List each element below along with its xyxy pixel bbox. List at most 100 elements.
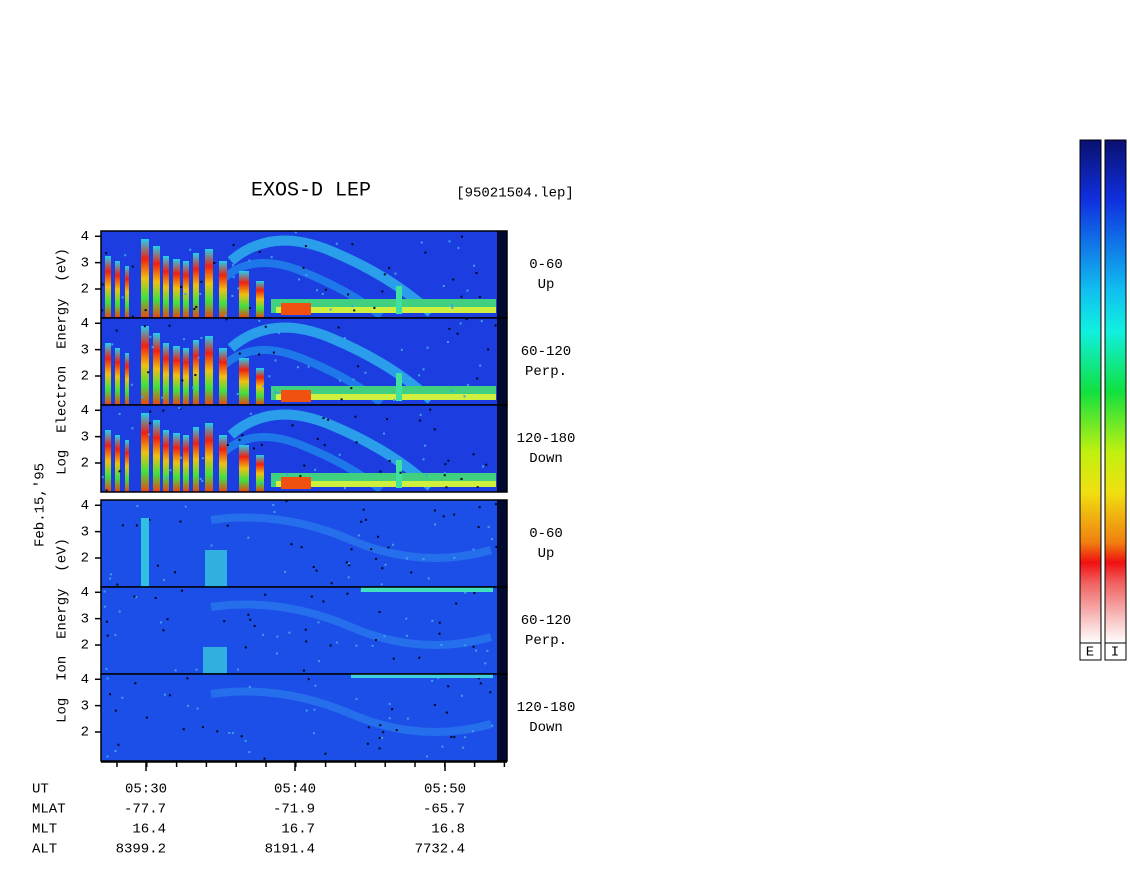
noise	[324, 752, 327, 755]
noise	[484, 662, 487, 665]
panel-label: Up	[538, 546, 555, 562]
noise	[450, 735, 453, 738]
noise	[395, 729, 398, 732]
colorbar-e	[1079, 139, 1102, 661]
noise	[174, 669, 177, 672]
noise	[353, 309, 356, 312]
noise	[442, 515, 445, 518]
noise	[386, 418, 389, 421]
spectrogram	[101, 231, 507, 318]
y-tick-label: 4	[81, 672, 89, 688]
panel-label: 60-120	[521, 344, 571, 360]
noise	[294, 231, 297, 234]
noise	[277, 332, 280, 335]
noise	[376, 535, 379, 538]
noise	[162, 409, 165, 412]
noise	[494, 503, 497, 506]
noise	[354, 415, 357, 418]
noise	[249, 618, 252, 621]
noise	[300, 546, 303, 549]
panel-label: 120-180	[517, 431, 576, 447]
noise	[303, 464, 306, 467]
noise	[147, 433, 150, 436]
noise	[355, 644, 358, 647]
noise	[272, 351, 275, 354]
noise	[388, 717, 391, 720]
noise	[180, 589, 183, 592]
noise	[133, 595, 136, 598]
noise	[347, 293, 350, 296]
noise	[310, 595, 313, 598]
noise	[237, 668, 240, 671]
noise	[258, 353, 261, 356]
noise	[419, 413, 422, 416]
noise	[149, 335, 152, 338]
noise	[463, 395, 466, 398]
noise	[285, 500, 288, 503]
y-tick-label: 3	[81, 342, 89, 358]
noise	[405, 634, 408, 637]
y-tick-label: 4	[81, 403, 89, 419]
noise	[445, 711, 448, 714]
noise	[491, 538, 494, 541]
noise	[314, 684, 317, 687]
noise	[348, 562, 351, 565]
noise	[444, 463, 447, 466]
noise	[392, 657, 395, 660]
noise	[201, 479, 204, 482]
noise	[379, 470, 382, 473]
noise	[240, 735, 243, 738]
noise	[109, 573, 112, 576]
noise	[252, 447, 255, 450]
noise	[334, 337, 337, 340]
noise	[479, 682, 482, 685]
noise	[321, 292, 324, 295]
noise	[164, 693, 167, 696]
spectrogram	[101, 500, 507, 587]
x-tick-label: 05:50	[424, 782, 466, 798]
noise	[118, 610, 121, 613]
noise	[302, 669, 305, 672]
noise	[380, 583, 383, 586]
panel-label: Perp.	[525, 633, 567, 649]
noise	[462, 746, 465, 749]
noise	[101, 283, 104, 286]
noise	[495, 546, 498, 549]
noise	[383, 273, 386, 276]
ion-burst	[205, 550, 227, 587]
noise	[114, 633, 117, 636]
noise	[106, 634, 109, 637]
noise	[145, 716, 148, 719]
y-tick-label: 2	[81, 456, 89, 472]
noise	[307, 678, 310, 681]
noise	[151, 346, 154, 349]
noise	[147, 371, 150, 374]
noise	[193, 308, 196, 311]
noise	[248, 685, 251, 688]
noise	[263, 757, 266, 760]
ephemeris-value: -71.9	[273, 802, 315, 818]
noise	[427, 577, 430, 580]
noise	[438, 621, 441, 624]
noise	[213, 261, 216, 264]
noise	[268, 375, 271, 378]
noise	[472, 645, 475, 648]
noise	[174, 571, 177, 574]
noise	[475, 271, 478, 274]
noise	[162, 629, 165, 632]
noise	[366, 742, 369, 745]
noise	[466, 289, 469, 292]
noise	[460, 235, 463, 238]
noise	[464, 736, 467, 739]
noise	[238, 352, 241, 355]
noise	[408, 377, 411, 380]
y-tick-label: 3	[81, 255, 89, 271]
noise	[149, 410, 152, 413]
noise	[399, 471, 402, 474]
noise	[370, 548, 373, 551]
noise	[475, 649, 478, 652]
noise	[489, 691, 492, 694]
noise	[460, 694, 463, 697]
noise	[471, 730, 474, 733]
noise	[297, 278, 300, 281]
